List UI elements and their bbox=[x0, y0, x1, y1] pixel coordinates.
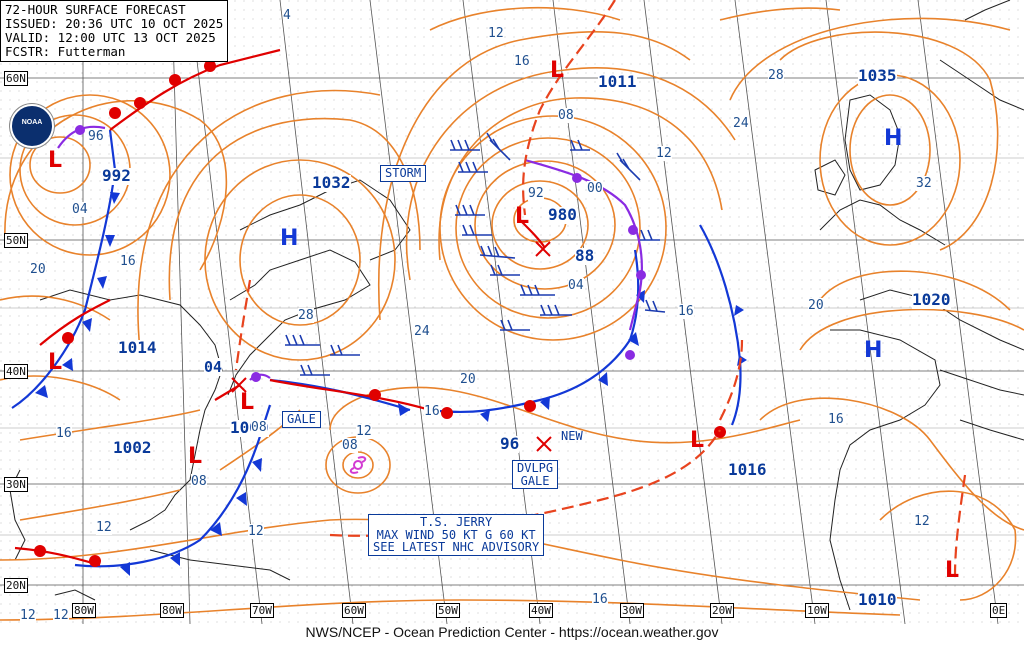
tropical-storm-symbol bbox=[349, 456, 367, 474]
lat-label-60n: 60N bbox=[4, 71, 28, 86]
dvlpg-line1: DVLPG bbox=[517, 461, 554, 475]
lon-label-10w: 10W bbox=[805, 603, 829, 618]
isobar-label: 20 bbox=[460, 372, 476, 387]
low-symbol: L bbox=[240, 390, 255, 415]
low-track-marks bbox=[231, 241, 552, 452]
lat-label-20n: 20N bbox=[4, 578, 28, 593]
noaa-logo: NOAA bbox=[10, 104, 54, 148]
pressure-1014: 1014 bbox=[118, 338, 157, 357]
lon-label-80w-a: 80W bbox=[72, 603, 96, 618]
footer-credit: NWS/NCEP - Ocean Prediction Center - htt… bbox=[0, 624, 1024, 640]
wind-barbs bbox=[285, 132, 666, 376]
isobar-label: 24 bbox=[733, 116, 749, 131]
isobar-label: 24 bbox=[414, 324, 430, 339]
new-low-label: NEW bbox=[561, 429, 583, 443]
isobar-label: 96 bbox=[88, 129, 104, 144]
isobar-label: 04 bbox=[204, 358, 223, 376]
high-symbol: H bbox=[280, 226, 299, 251]
troughs bbox=[234, 0, 967, 576]
lon-label-70w: 70W bbox=[250, 603, 274, 618]
high-symbol: H bbox=[884, 126, 903, 151]
forecaster: FCSTR: Futterman bbox=[5, 44, 126, 59]
isobar-label: 20 bbox=[808, 298, 824, 313]
occluded-symbols bbox=[75, 125, 646, 382]
lon-label-60w: 60W bbox=[342, 603, 366, 618]
low-symbol: L bbox=[550, 58, 565, 83]
pressure-88: 88 bbox=[575, 246, 595, 265]
isobar-label: 04 bbox=[72, 202, 88, 217]
lon-label-0e: 0E bbox=[990, 603, 1008, 618]
advisory-winds: MAX WIND 50 KT G 60 KT bbox=[376, 527, 536, 542]
isobar-label: 16 bbox=[592, 592, 608, 607]
isobar-label: 16 bbox=[424, 404, 440, 419]
forecast-header: 72-HOUR SURFACE FORECAST ISSUED: 20:36 U… bbox=[0, 0, 229, 62]
isobar-label: 12 bbox=[96, 520, 112, 535]
storm-warning: STORM bbox=[380, 165, 427, 182]
isobar-label: 12 bbox=[248, 524, 264, 539]
high-symbol: H bbox=[864, 338, 883, 363]
developing-gale-warning: DVLPG GALE bbox=[512, 460, 559, 490]
lon-label-30w: 30W bbox=[620, 603, 644, 618]
low-symbol: L bbox=[48, 148, 63, 173]
low-symbol: L bbox=[188, 444, 203, 469]
advisory-note: SEE LATEST NHC ADVISORY bbox=[373, 540, 540, 555]
low-symbol: L bbox=[690, 428, 705, 453]
isobar-label: 32 bbox=[916, 176, 932, 191]
pressure-1032: 1032 bbox=[312, 173, 351, 192]
isobar-label: 16 bbox=[56, 426, 72, 441]
isobar-label: 12 bbox=[914, 514, 930, 529]
pressure-1035: 1035 bbox=[858, 66, 897, 85]
isobar-label: 08 bbox=[558, 108, 574, 123]
valid-time: VALID: 12:00 UTC 13 OCT 2025 bbox=[5, 30, 216, 45]
isobar-label: 12 bbox=[356, 424, 372, 439]
low-symbol: L bbox=[515, 204, 530, 229]
lat-label-40n: 40N bbox=[4, 364, 28, 379]
cold-front-teeth bbox=[35, 192, 747, 576]
isobar-label: 12 bbox=[20, 608, 36, 623]
pressure-980: 980 bbox=[548, 205, 577, 224]
isobar-label: 08 bbox=[191, 474, 207, 489]
isobar-label: 16 bbox=[514, 54, 530, 69]
isobar-label: 16 bbox=[120, 254, 136, 269]
lat-label-50n: 50N bbox=[4, 233, 28, 248]
advisory-name: T.S. JERRY bbox=[419, 515, 493, 529]
isobar-label: 12 bbox=[656, 146, 672, 161]
lon-label-80w-b: 80W bbox=[160, 603, 184, 618]
lon-label-50w: 50W bbox=[436, 603, 460, 618]
pressure-96: 96 bbox=[500, 434, 520, 453]
pressure-1020: 1020 bbox=[912, 290, 951, 309]
pressure-1011: 1011 bbox=[598, 72, 637, 91]
isobar-label: 28 bbox=[298, 308, 314, 323]
isobar-label: 00 bbox=[587, 181, 603, 196]
issued-time: ISSUED: 20:36 UTC 10 OCT 2025 bbox=[5, 16, 224, 31]
isobar-label: 16 bbox=[828, 412, 844, 427]
isobar-label: 16 bbox=[678, 304, 694, 319]
low-symbol: L bbox=[945, 558, 960, 583]
isobar-label: 12 bbox=[488, 26, 504, 41]
low-symbol: L bbox=[48, 350, 63, 375]
lon-label-40w: 40W bbox=[529, 603, 553, 618]
isobar-label: 12 bbox=[53, 608, 69, 623]
lon-label-20w: 20W bbox=[710, 603, 734, 618]
isobar-label: 08 bbox=[251, 420, 267, 435]
pressure-1010: 1010 bbox=[858, 590, 897, 609]
pressure-992: 992 bbox=[102, 166, 131, 185]
lat-label-30n: 30N bbox=[4, 477, 28, 492]
isobar-label: 08 bbox=[342, 438, 358, 453]
graticule bbox=[0, 0, 1024, 625]
tropical-storm-advisory: T.S. JERRY MAX WIND 50 KT G 60 KT SEE LA… bbox=[368, 514, 545, 556]
pressure-1002: 1002 bbox=[113, 438, 152, 457]
warm-front-bumps bbox=[34, 60, 726, 567]
isobar-label: 4 bbox=[283, 8, 291, 23]
pressure-1016: 1016 bbox=[728, 460, 767, 479]
isobar-label: 04 bbox=[568, 278, 584, 293]
forecast-title: 72-HOUR SURFACE FORECAST bbox=[5, 2, 186, 17]
isobar-label: 92 bbox=[528, 186, 544, 201]
isobar-label: 28 bbox=[768, 68, 784, 83]
gale-warning: GALE bbox=[282, 411, 321, 428]
dvlpg-line2: GALE bbox=[520, 473, 550, 488]
isobar-label: 20 bbox=[30, 262, 46, 277]
